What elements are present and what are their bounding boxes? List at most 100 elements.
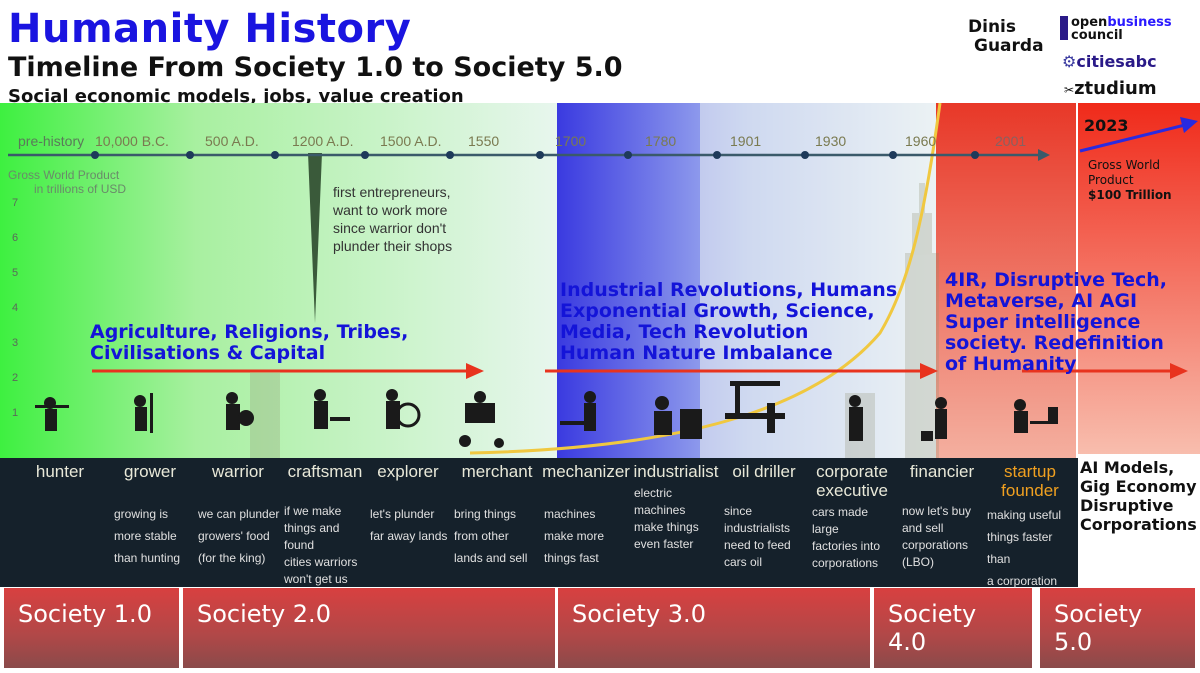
occupation-description: making useful things faster than a corpora… <box>985 504 1075 592</box>
occupation-description-line: need to feed <box>724 538 791 552</box>
occupation-description-line: a corporation <box>987 574 1058 588</box>
occupation-description-line: large <box>812 522 839 536</box>
occupation-description-line: than hunting <box>114 551 181 565</box>
occupation-description-line: industrialists <box>724 521 791 535</box>
gwp-tick: 3 <box>12 337 19 349</box>
occupation-description-line: things faster than <box>987 530 1053 566</box>
year-now: 2023 <box>1084 116 1129 135</box>
timeline-arrowhead <box>1038 149 1050 161</box>
occupation-description-line: even faster <box>634 537 694 551</box>
gwp-tick: 7 <box>12 197 19 209</box>
occupation-description-line: cars made <box>812 505 869 519</box>
occupation-description-line: corporations <box>902 538 969 552</box>
occupation-description-line: things fast <box>544 551 599 565</box>
headline-industrial-line3: Media, Tech Revolution <box>560 321 809 343</box>
era-label: 1960 <box>905 133 937 149</box>
obc-word-business: business <box>1107 15 1172 30</box>
occupation-item: startup founder making useful things faste… <box>985 462 1075 592</box>
gwp-tick: 2 <box>12 372 19 384</box>
occupation-description: if we make things and found cities warrior… <box>282 503 368 588</box>
occupation-item: corporate executive cars made large factori… <box>810 462 894 572</box>
occupation-item: grower growing is more stable than hunting <box>112 462 188 569</box>
society-1-label: Society 1.0 <box>18 600 152 628</box>
society-4-label: Society 4.0 <box>888 600 977 656</box>
gwp-axis-label-line2: in trillions of USD <box>34 182 127 196</box>
era-labels: pre-history 10,000 B.C. 500 A.D. 1200 A.D. 1… <box>0 103 1200 149</box>
ztudium-text: ztudium <box>1074 78 1157 99</box>
gwp-tick: 5 <box>12 267 19 279</box>
occupation-description-line: and sell <box>902 521 944 535</box>
headline-industrial-line2: Exponential Growth, Science, <box>560 300 875 322</box>
entrepreneur-spike <box>308 153 322 323</box>
headline-4ir-line1: 4IR, Disruptive Tech, <box>945 269 1168 291</box>
gear-icon: ⚙ <box>1062 52 1077 71</box>
occupation-description-line: now let's buy <box>902 504 971 518</box>
obc-word-open: open <box>1071 15 1108 30</box>
year-now-arrowhead <box>1180 117 1198 133</box>
gwp-axis-label-line1: Gross World Product <box>8 168 120 182</box>
society-3: Society 3.0 <box>558 588 870 668</box>
occupation-description: now let's buy and sell corporations (LBO) <box>900 503 984 571</box>
page-subtitle: Timeline From Society 1.0 to Society 5.0 <box>8 52 623 83</box>
headline-4ir-line3: Super intelligence <box>945 311 1141 333</box>
society-2-label: Society 2.0 <box>197 600 331 628</box>
occupation-item: merchant bring things from other lands and … <box>452 462 542 569</box>
obc-word-council: council <box>1071 28 1123 43</box>
timeline-dots <box>91 151 979 159</box>
occupation-description: growing is more stable than hunting <box>112 503 188 569</box>
era-label: 1700 <box>555 133 587 149</box>
era-label: 1901 <box>730 133 762 149</box>
page-tagline: Social economic models, jobs, value crea… <box>8 86 464 107</box>
occupation-item: explorer let's plunder far away lands <box>368 462 448 547</box>
occupation-description-line: bring things <box>454 507 517 521</box>
era-label: 1500 A.D. <box>380 133 442 149</box>
era-label: 500 A.D. <box>205 133 259 149</box>
occupation-name: craftsman <box>287 462 363 481</box>
obc-icon <box>1060 16 1068 40</box>
society-3-label: Society 3.0 <box>572 600 706 628</box>
occupation-description-line: lands and sell <box>454 551 528 565</box>
era-label: 10,000 B.C. <box>95 133 169 149</box>
entrepreneur-note-line1: first entrepreneurs, <box>333 184 451 200</box>
era-label: 1930 <box>815 133 847 149</box>
society-1: Society 1.0 <box>4 588 179 668</box>
occupation-description: machines make more things fast <box>542 503 630 569</box>
occupation-description-line: electric <box>634 486 673 500</box>
entrepreneur-note-line3: since warrior don't <box>333 220 447 236</box>
headline-agriculture-line2: Civilisations & Capital <box>90 342 326 364</box>
occupation-description: bring things from other lands and sell <box>452 503 542 569</box>
headline-agriculture-line1: Agriculture, Religions, Tribes, <box>90 321 409 343</box>
occupation-item: financier now let's buy and sell corporatio… <box>900 462 984 571</box>
occupation-name: startup founder <box>1001 462 1059 500</box>
gwp-now-label: Gross World Product $100 Trillion <box>1088 158 1172 203</box>
headline-industrial-line4: Human Nature Imbalance <box>560 342 833 364</box>
occupations-list: hunter grower growing is more stable than hu… <box>0 458 1078 588</box>
ai-box-bg <box>1078 454 1200 587</box>
era-label: 1200 A.D. <box>292 133 354 149</box>
citiesabc-text: citiesabc <box>1076 52 1157 71</box>
occupation-description-line: won't get us <box>284 572 348 586</box>
ai-box-line4: Corporations <box>1080 515 1197 534</box>
headline-industrial: Industrial Revolutions, Humans Exponenti… <box>560 280 897 364</box>
ai-box-line3: Disruptive <box>1080 496 1174 515</box>
occupation-name: warrior <box>212 462 264 481</box>
occupation-description-line: far away lands <box>370 529 448 543</box>
occupation-description-line: growing is <box>114 507 169 521</box>
ztudium-logo: ✂ztudium <box>1064 78 1157 99</box>
occupation-name: merchant <box>461 462 533 481</box>
occupation-description: we can plunder growers' food (for the king… <box>196 503 280 569</box>
occupation-description: cars made large factories into corporations <box>810 504 894 572</box>
occupation-description-line: cars oil <box>724 555 763 569</box>
headline-4ir-line5: of Humanity <box>945 353 1077 375</box>
era-arrow-2-head <box>920 363 938 379</box>
gwp-ticks: 7 6 5 4 3 2 1 <box>12 195 32 435</box>
occupation-item: hunter <box>28 462 92 503</box>
occupation-description-line: from other <box>454 529 509 543</box>
occupations-band <box>0 458 1078 587</box>
occupation-description-line: things and found <box>284 521 340 552</box>
occupation-description-line: we can plunder <box>198 507 280 521</box>
entrepreneur-note: first entrepreneurs, want to work more s… <box>333 183 452 255</box>
era-label: 1780 <box>645 133 677 149</box>
occupation-description-line: since <box>724 504 753 518</box>
ai-box-line2: Gig Economy <box>1080 477 1197 496</box>
